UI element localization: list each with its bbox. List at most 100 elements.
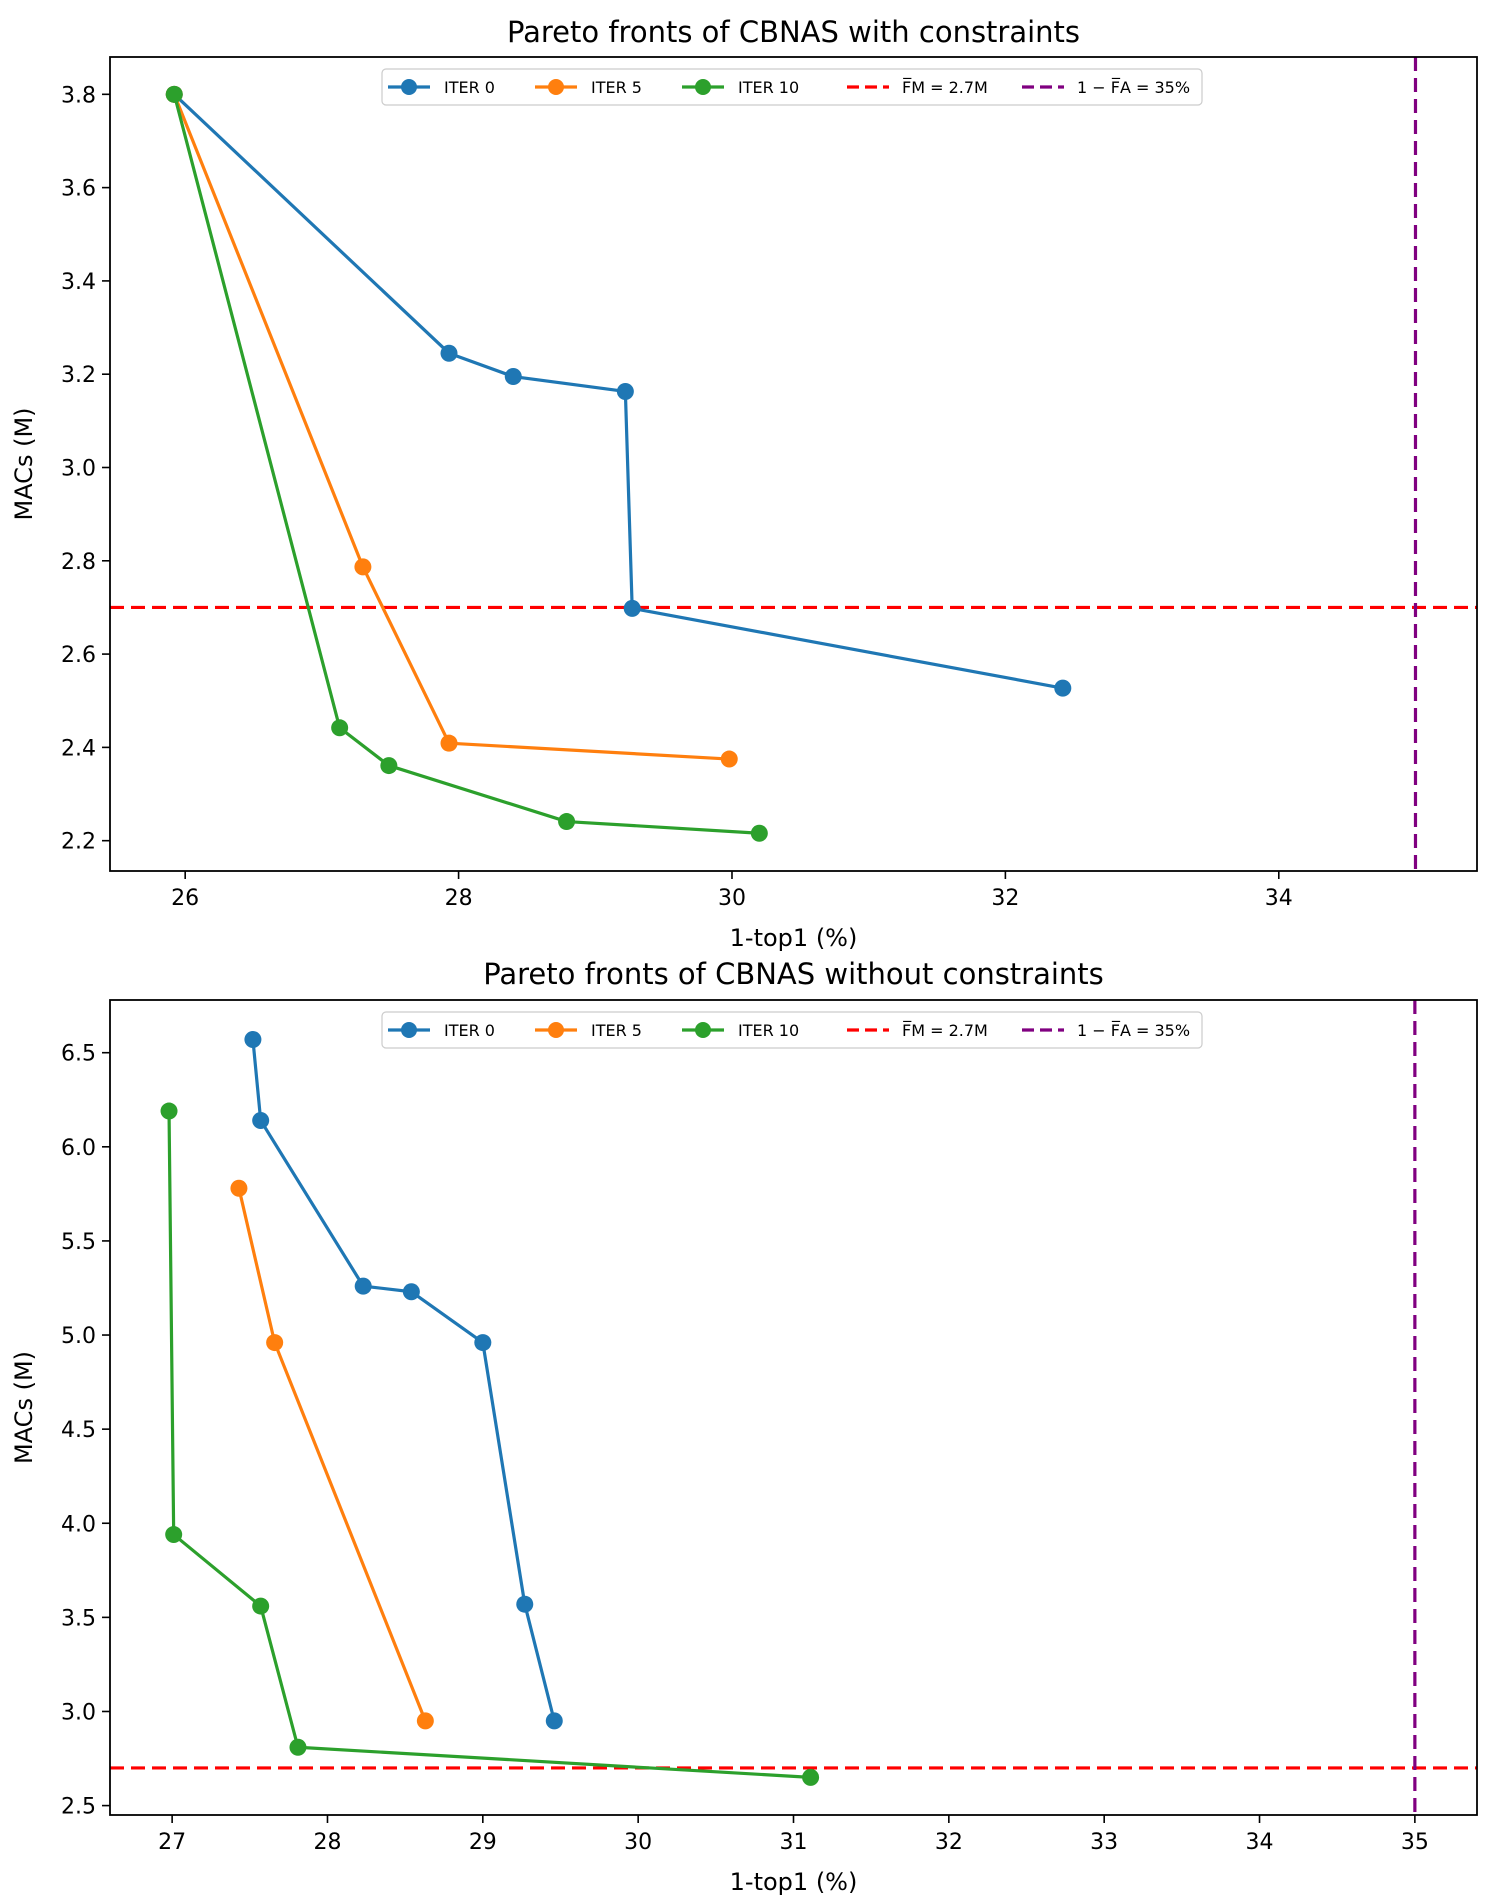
y-tick-label: 6.5 [61, 1042, 96, 1067]
legend-entry: 1 − F̅A = 35% [1022, 1021, 1190, 1040]
y-tick-label: 3.0 [61, 1700, 96, 1725]
legend-entry: ITER 10 [682, 78, 799, 97]
data-point [289, 1738, 307, 1756]
legend-marker [401, 79, 417, 95]
x-tick-label: 32 [935, 1830, 963, 1855]
legend-entry: F̅M = 2.7M [847, 78, 988, 97]
x-tick-label: 28 [445, 886, 473, 911]
data-point [402, 1283, 420, 1301]
y-tick-label: 2.6 [61, 643, 96, 668]
y-tick-label: 2.8 [61, 550, 96, 575]
data-point [331, 719, 349, 737]
y-tick-label: 4.5 [61, 1418, 96, 1443]
legend-marker [695, 1022, 711, 1038]
chart-title: Pareto fronts of CBNAS without constrain… [483, 957, 1104, 991]
y-tick-label: 3.8 [61, 83, 96, 108]
legend-label: ITER 0 [444, 78, 495, 97]
x-tick-label: 34 [1246, 1830, 1274, 1855]
legend-label: ITER 0 [444, 1021, 495, 1040]
data-point [230, 1179, 248, 1197]
x-tick-label: 29 [469, 1830, 497, 1855]
x-tick-label: 28 [313, 1830, 341, 1855]
x-tick-label: 33 [1090, 1830, 1118, 1855]
y-tick-label: 2.4 [61, 736, 96, 761]
y-tick-label: 2.5 [61, 1795, 96, 1820]
series-iter-10 [160, 1102, 820, 1786]
data-point [802, 1768, 820, 1786]
legend-box [381, 1011, 1203, 1049]
legend-entry: ITER 5 [535, 78, 642, 97]
y-tick-label: 3.5 [61, 1606, 96, 1631]
chart-panel-2: Pareto fronts of CBNAS without constrain… [10, 957, 1478, 1896]
legend-marker [548, 79, 564, 95]
data-point [354, 1277, 372, 1295]
y-tick-label: 5.5 [61, 1230, 96, 1255]
y-tick-label: 6.0 [61, 1136, 96, 1161]
plot-area [110, 57, 1477, 871]
x-tick-label: 30 [718, 886, 746, 911]
series-iter-5 [230, 1179, 434, 1730]
legend-label: ITER 5 [591, 78, 642, 97]
legend-entry: 1 − F̅A = 35% [1022, 78, 1190, 97]
data-point [165, 1526, 183, 1544]
chart-panel-1: Pareto fronts of CBNAS with constraints 1… [10, 15, 1478, 952]
axes-frame [109, 999, 1478, 1816]
x-tick-label: 34 [1265, 886, 1293, 911]
chart-title: Pareto fronts of CBNAS with constraints [507, 15, 1080, 49]
legend-entry: ITER 0 [388, 1021, 495, 1040]
legend-label: 1 − F̅A = 35% [1077, 78, 1190, 97]
legend-entry: F̅M = 2.7M [847, 1021, 988, 1040]
plot-area [110, 1000, 1477, 1815]
legend: ITER 0 ITER 5 ITER 10 F̅M = 2.7M 1 − F̅A = 3… [381, 68, 1203, 106]
data-point [380, 757, 398, 775]
y-axis-label: MACs (M) [10, 407, 38, 520]
data-point [1054, 679, 1072, 697]
data-point [474, 1334, 492, 1352]
legend-entry: ITER 5 [535, 1021, 642, 1040]
y-tick-label: 3.4 [61, 270, 96, 295]
legend-marker [401, 1022, 417, 1038]
data-point [440, 734, 458, 752]
data-point [244, 1031, 262, 1049]
data-point [416, 1712, 434, 1730]
legend-label: F̅M = 2.7M [902, 78, 988, 97]
data-point [558, 813, 576, 831]
data-point [750, 824, 768, 842]
legend-marker [548, 1022, 564, 1038]
series-line [173, 93, 1064, 690]
data-point [160, 1102, 178, 1120]
legend-entry: ITER 0 [388, 78, 495, 97]
x-tick-label: 31 [780, 1830, 808, 1855]
legend-marker [695, 79, 711, 95]
data-point [504, 368, 522, 386]
series-line [172, 93, 730, 761]
data-point [266, 1334, 284, 1352]
series-line [167, 1111, 811, 1779]
series-iter-0 [165, 85, 1072, 697]
data-point [440, 344, 458, 362]
legend-box [381, 68, 1203, 106]
legend: ITER 0 ITER 5 ITER 10 F̅M = 2.7M 1 − F̅A = 3… [381, 1011, 1203, 1049]
data-point [165, 85, 183, 103]
data-point [252, 1597, 270, 1615]
data-point [252, 1111, 270, 1129]
x-tick-label: 27 [158, 1830, 186, 1855]
series-line [172, 93, 760, 835]
axes-frame [109, 56, 1478, 872]
series-line [251, 1039, 556, 1722]
legend-label: ITER 5 [591, 1021, 642, 1040]
legend-entry: ITER 10 [682, 1021, 799, 1040]
x-tick-label: 30 [624, 1830, 652, 1855]
y-tick-label: 4.0 [61, 1512, 96, 1537]
data-point [354, 558, 372, 576]
y-tick-label: 3.0 [61, 456, 96, 481]
x-axis-label: 1-top1 (%) [730, 1868, 858, 1896]
data-point [545, 1712, 563, 1730]
series-iter-10 [165, 85, 768, 842]
y-tick-label: 5.0 [61, 1324, 96, 1349]
data-point [720, 750, 738, 768]
y-tick-label: 3.6 [61, 177, 96, 202]
x-axis-label: 1-top1 (%) [730, 924, 858, 952]
y-tick-label: 3.2 [61, 363, 96, 388]
